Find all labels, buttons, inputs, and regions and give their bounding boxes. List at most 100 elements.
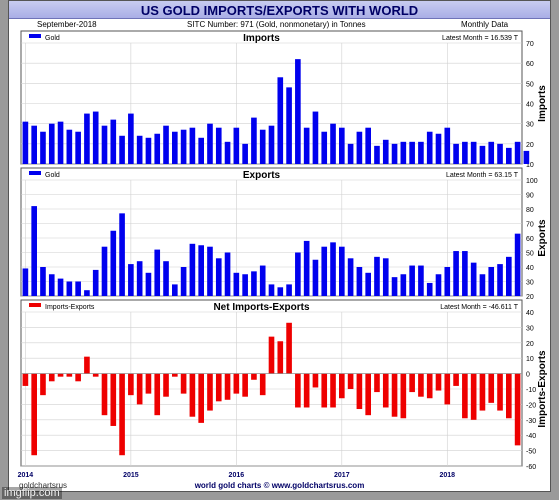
bar	[84, 290, 90, 296]
bar	[154, 373, 161, 416]
bar	[347, 258, 354, 296]
bar	[242, 143, 248, 164]
bar	[154, 133, 161, 164]
bar	[136, 261, 143, 296]
latest-month-label: Latest Month = -46.611 T	[440, 304, 518, 311]
bar	[189, 373, 196, 417]
watermark: imgflip.com	[2, 487, 62, 499]
bar	[207, 373, 213, 411]
bar	[488, 141, 495, 164]
bar	[172, 131, 178, 164]
y-tick-label: 30	[526, 280, 534, 287]
bar	[400, 373, 407, 419]
bar	[347, 373, 354, 389]
bar	[145, 272, 152, 296]
bar	[224, 373, 231, 400]
bar	[286, 322, 292, 374]
bar	[268, 336, 275, 374]
legend-swatch	[29, 303, 41, 307]
bar	[75, 373, 81, 382]
bar	[136, 373, 143, 405]
bar	[259, 373, 266, 396]
charts-svg: 10 20 30 40 50 60 70 Gold Imports Latest Month = …	[18, 30, 548, 479]
footer-left-credit: goldchartsrus	[19, 481, 68, 490]
bar	[128, 264, 134, 296]
bar	[57, 121, 64, 164]
y-tick-label: 60	[526, 61, 534, 68]
bar	[154, 249, 161, 296]
bar	[303, 240, 310, 296]
panel-title: Net Imports-Exports	[213, 302, 310, 313]
bar	[259, 265, 266, 296]
bar	[224, 141, 231, 164]
y-tick-label: 60	[526, 236, 534, 243]
bar	[312, 373, 319, 388]
bar	[400, 274, 407, 296]
y-tick-label: 40	[526, 310, 534, 317]
y-tick-label: -20	[526, 402, 536, 409]
bar	[198, 137, 204, 164]
bar	[92, 269, 99, 296]
panel-title: Imports	[243, 33, 280, 44]
bar	[435, 133, 442, 164]
bar	[453, 373, 459, 386]
y-tick-label: 80	[526, 207, 534, 214]
bar	[339, 246, 345, 296]
bar	[330, 373, 336, 408]
bar	[497, 143, 503, 164]
bar	[470, 373, 477, 420]
subheader-sitc: SITC Number: 971 (Gold, nonmonetary) in …	[187, 20, 366, 29]
y-tick-label: 20	[526, 294, 534, 301]
bar	[163, 261, 169, 296]
y-tick-label: 40	[526, 102, 534, 109]
bar	[312, 111, 319, 164]
bar	[365, 373, 371, 416]
bar	[101, 125, 108, 164]
panel-net: -60 -50 -40 -30 -20 -10 0 10 20 30 40 Imports-Expor…	[20, 299, 548, 471]
bar	[57, 278, 64, 296]
bar	[347, 143, 354, 164]
bar	[215, 258, 222, 296]
bar	[110, 230, 117, 296]
bar	[119, 213, 125, 296]
bar	[479, 274, 486, 296]
bar	[110, 119, 117, 164]
title-bar: US GOLD IMPORTS/EXPORTS WITH WORLD	[9, 1, 550, 19]
latest-month-label: Latest Month = 16.539 T	[442, 35, 519, 42]
bar	[189, 127, 196, 164]
bar	[40, 131, 46, 164]
bar	[488, 267, 495, 296]
bar	[119, 135, 125, 164]
bar	[251, 271, 257, 296]
legend-swatch	[29, 34, 41, 38]
bar	[400, 141, 407, 164]
subheader-frequency: Monthly Data	[461, 20, 509, 29]
panel-exports: 20 30 40 50 60 70 80 90 100 Gold Exports Latest Mon…	[20, 167, 548, 301]
footer-credit: world gold charts © www.goldchartsrus.co…	[194, 481, 365, 490]
bar	[145, 373, 152, 394]
bar	[418, 141, 424, 164]
bar	[207, 123, 213, 164]
latest-month-label: Latest Month = 63.15 T	[446, 172, 519, 179]
bar	[259, 129, 266, 164]
bar	[426, 373, 433, 399]
bar	[215, 373, 222, 402]
y-tick-label: 90	[526, 193, 534, 200]
y-axis-label: Imports-Exports	[537, 350, 548, 428]
bar	[277, 341, 284, 374]
bar	[330, 242, 336, 296]
bar	[215, 127, 222, 164]
y-tick-label: 20	[526, 142, 534, 149]
bar	[514, 233, 521, 296]
bar	[92, 373, 99, 377]
bar	[303, 127, 310, 164]
bar	[444, 373, 451, 405]
bar	[374, 373, 380, 393]
bar	[128, 373, 134, 396]
bar	[119, 373, 125, 456]
bar	[382, 139, 389, 164]
y-axis-label: Imports	[537, 85, 548, 122]
bar	[295, 59, 301, 164]
chart-title: US GOLD IMPORTS/EXPORTS WITH WORLD	[140, 3, 419, 18]
legend-label: Gold	[45, 172, 60, 179]
